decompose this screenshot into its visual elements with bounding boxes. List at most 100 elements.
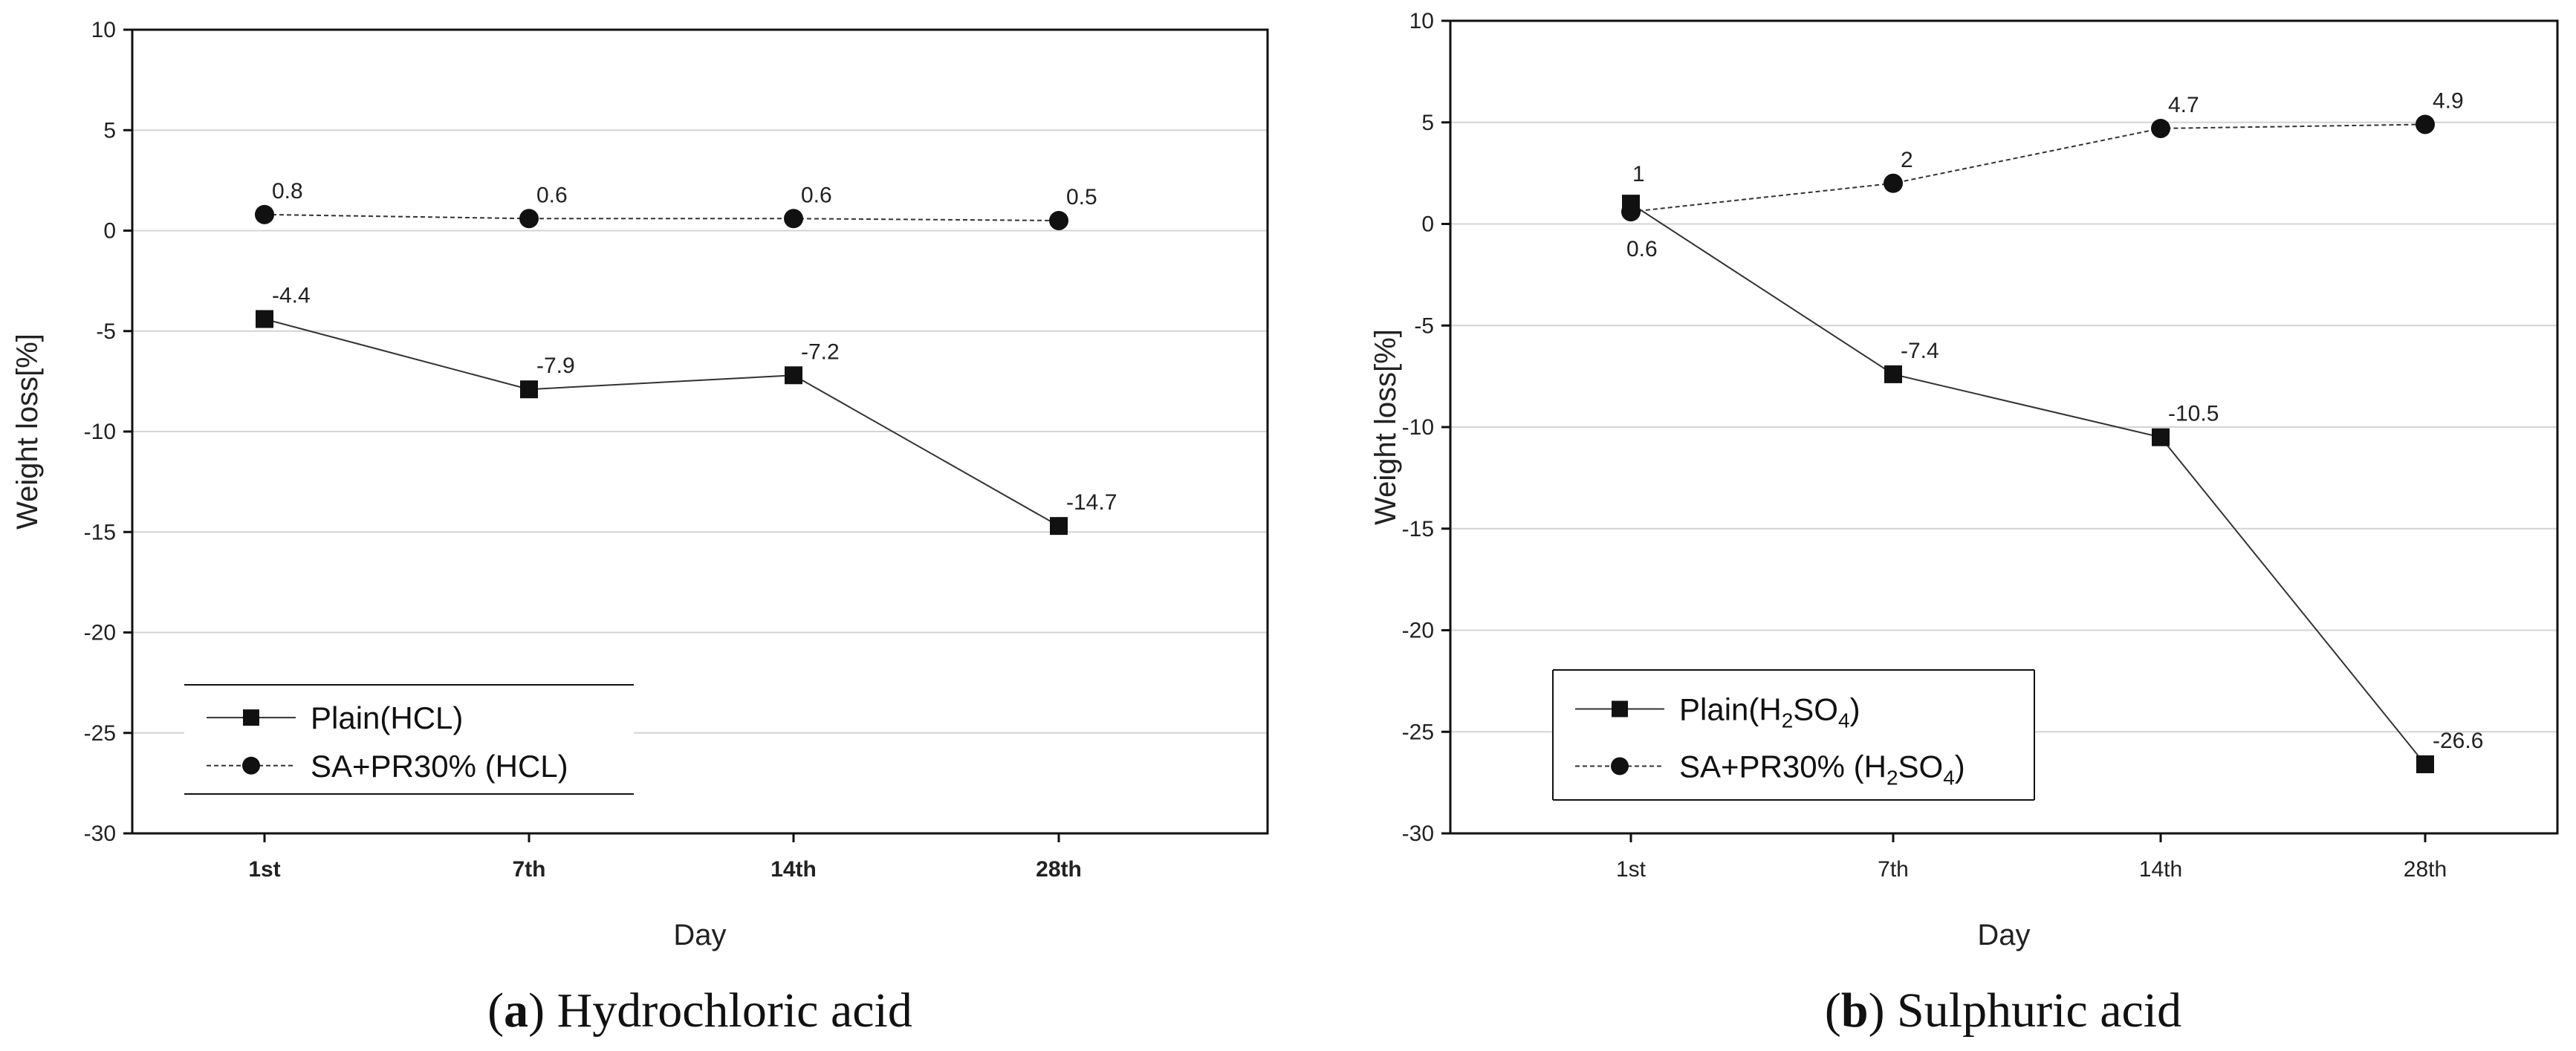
legend-subscript: 4 <box>1838 709 1850 732</box>
caption-letter: b <box>1841 983 1869 1038</box>
data-label: 0.8 <box>272 179 303 204</box>
y-tick-label: 0 <box>1421 212 1434 237</box>
data-label: 2 <box>1901 148 1913 172</box>
legend-label: Plain(H2SO4) <box>1679 692 1860 732</box>
x-tick-label: 7th <box>513 857 546 882</box>
legend-text: SO <box>1898 749 1944 784</box>
caption-text: ) Hydrochloric acid <box>528 983 912 1038</box>
y-tick-label: -10 <box>84 420 116 444</box>
data-point-square <box>256 310 273 328</box>
y-tick-label: 5 <box>1421 111 1434 135</box>
series-line-sa-pr30 <box>1630 123 2426 213</box>
y-tick-label: -5 <box>96 319 116 344</box>
legend-subscript: 2 <box>1886 767 1898 790</box>
data-point-square <box>1884 365 1902 383</box>
legend-subscript: 2 <box>1782 709 1794 732</box>
data-label: 4.7 <box>2168 93 2199 117</box>
data-point-circle <box>255 204 274 224</box>
y-tick-label: 10 <box>91 18 116 42</box>
legend: Plain(H2SO4)SA+PR30% (H2SO4) <box>1552 669 2035 801</box>
x-tick-label: 14th <box>2139 857 2182 882</box>
data-point-circle <box>519 209 539 229</box>
legend-label: SA+PR30% (H2SO4) <box>1679 749 1965 790</box>
data-label: -7.2 <box>801 339 840 364</box>
data-label: -10.5 <box>2168 402 2219 426</box>
legend-marker-square <box>243 709 259 726</box>
legend-text: ) <box>1955 749 1965 784</box>
data-point-circle <box>1049 210 1068 230</box>
x-axis-label: Day <box>673 919 726 951</box>
data-point-square <box>2416 755 2434 774</box>
legend-text: SA+PR30% (H <box>1679 749 1886 784</box>
series-line-plain <box>264 318 1060 527</box>
chart-panel-a: 10 5 0 -5 -10 -15 -20 -25 -30 1st 7th 14th 28th Day We… <box>11 18 1269 1038</box>
x-tick-label: 28th <box>1036 857 1082 882</box>
y-tick-label: -25 <box>84 721 116 746</box>
y-tick-label: -30 <box>1402 821 1434 846</box>
legend-text: Plain(H <box>1679 692 1782 727</box>
data-label: -14.7 <box>1066 490 1117 515</box>
y-tick-label: -20 <box>84 621 116 645</box>
y-tick-label: -30 <box>84 821 116 846</box>
legend-background <box>184 685 634 794</box>
caption-text: ( <box>1825 983 1841 1038</box>
data-label: 1 <box>1632 162 1645 186</box>
data-label: 0.6 <box>536 183 568 207</box>
x-tick-label: 14th <box>770 857 817 882</box>
series-line-sa-pr30 <box>264 213 1060 221</box>
data-label: 0.6 <box>1626 237 1658 261</box>
y-tick-label: 10 <box>1409 9 1434 33</box>
data-point-circle <box>784 209 803 229</box>
data-label: -4.4 <box>272 284 311 308</box>
legend-label: SA+PR30% (HCL) <box>311 749 568 784</box>
chart-panel-b: 10 5 0 -5 -10 -15 -20 -25 -30 1st 7th 14th 28th Day We… <box>1369 9 2559 1038</box>
data-point-square <box>1050 517 1068 536</box>
data-label: -7.4 <box>1901 339 1939 363</box>
data-point-circle <box>1884 173 1903 193</box>
data-point-circle <box>1621 202 1641 222</box>
caption-text: ) Sulphuric acid <box>1869 983 2182 1038</box>
data-point-circle <box>2151 118 2170 138</box>
y-tick-label: 5 <box>103 118 116 143</box>
y-tick-label: -25 <box>1402 720 1434 744</box>
x-tick-label: 1st <box>248 857 280 882</box>
series-line-plain <box>1630 203 2426 765</box>
data-label: 0.5 <box>1066 185 1097 209</box>
y-axis-label: Weight loss[%] <box>11 333 44 530</box>
y-tick-label: -15 <box>84 520 116 544</box>
y-tick-label: -15 <box>1402 517 1434 541</box>
legend-marker-circle <box>242 756 260 775</box>
data-point-square <box>2152 428 2170 446</box>
caption-letter: a <box>504 983 528 1038</box>
x-tick-label: 7th <box>1878 857 1909 882</box>
data-label: 0.6 <box>801 183 832 207</box>
legend-marker-circle <box>1611 757 1629 775</box>
legend-label: Plain(HCL) <box>311 700 463 735</box>
panel-caption: (a) Hydrochloric acid <box>487 983 912 1038</box>
data-label: -26.6 <box>2433 729 2483 753</box>
data-label: -7.9 <box>536 354 575 378</box>
y-tick-label: -20 <box>1402 619 1434 643</box>
data-point-circle <box>2416 114 2435 134</box>
y-tick-label: -10 <box>1402 415 1434 440</box>
legend-background <box>1553 670 2034 800</box>
y-tick-label: -5 <box>1414 313 1434 338</box>
y-axis-label: Weight loss[%] <box>1369 329 1402 525</box>
legend-marker-square <box>1612 700 1628 718</box>
x-axis-label: Day <box>1977 919 2030 951</box>
panel-caption: (b) Sulphuric acid <box>1825 983 2181 1038</box>
legend-text: SO <box>1793 692 1838 727</box>
legend-text: Plain(HCL) <box>311 700 463 735</box>
y-tick-label: 0 <box>103 219 116 244</box>
legend: Plain(HCL) SA+PR30% (HCL) <box>184 684 634 795</box>
legend-text: SA+PR30% (HCL) <box>311 749 568 784</box>
data-point-square <box>520 380 538 399</box>
legend-text: ) <box>1850 692 1860 727</box>
x-tick-label: 1st <box>1616 857 1647 882</box>
data-label: 4.9 <box>2433 88 2464 113</box>
x-tick-label: 28th <box>2404 857 2447 882</box>
legend-subscript: 4 <box>1943 767 1955 790</box>
caption-text: ( <box>487 983 504 1038</box>
data-point-square <box>785 366 802 385</box>
